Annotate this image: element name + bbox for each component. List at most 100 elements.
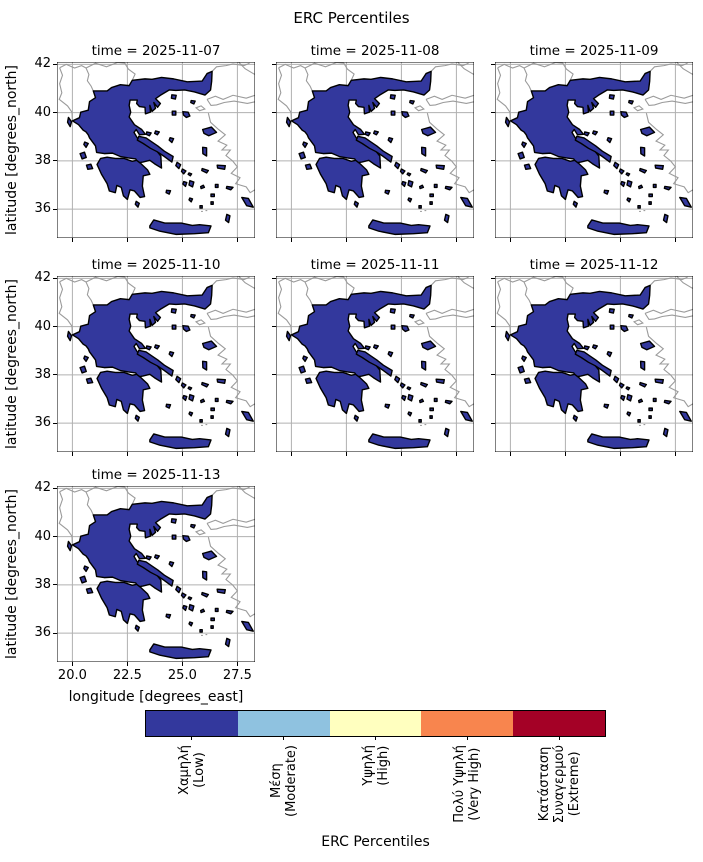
x-tick-mark xyxy=(126,452,128,456)
map-svg xyxy=(495,276,693,452)
y-tick-mark xyxy=(491,208,495,210)
colorbar-segment xyxy=(513,711,605,736)
greece-land-low xyxy=(68,71,254,234)
colorbar-category-label: Κατάσταση Συναγερμού (Extreme) xyxy=(536,745,582,824)
x-tick-mark xyxy=(290,452,292,456)
y-tick-mark xyxy=(491,160,495,162)
colorbar-label-wrap: Πολύ Υψηλή (Very High) xyxy=(422,745,512,837)
y-tick-mark xyxy=(53,422,57,424)
y-tick-mark xyxy=(53,63,57,65)
y-tick-mark xyxy=(53,112,57,114)
figure-title: ERC Percentiles xyxy=(293,9,410,27)
greece-land-low xyxy=(287,285,473,448)
y-tick-mark xyxy=(53,326,57,328)
x-tick-mark xyxy=(126,238,128,242)
map-svg xyxy=(57,62,255,238)
colorbar-category-label: Υψηλή (High) xyxy=(360,745,391,786)
colorbar-tick-mark xyxy=(191,736,193,740)
y-tick-mark xyxy=(491,112,495,114)
y-tick-mark xyxy=(53,536,57,538)
y-axis-label: latitude [degrees_north] xyxy=(4,489,20,659)
y-tick-mark xyxy=(53,374,57,376)
map-svg xyxy=(495,62,693,238)
x-tick-mark xyxy=(71,238,73,242)
colorbar-tick-mark xyxy=(558,736,560,740)
y-tick-label: 40 xyxy=(34,318,51,334)
greece-land-low xyxy=(68,285,254,448)
x-tick-label: 27.5 xyxy=(222,668,252,683)
colorbar-tick-mark xyxy=(375,736,376,740)
y-tick-mark xyxy=(491,277,495,279)
x-tick-mark xyxy=(400,238,402,242)
colorbar-segment xyxy=(237,711,330,736)
x-tick-mark xyxy=(509,238,511,242)
x-tick-mark xyxy=(619,452,621,456)
x-tick-mark xyxy=(509,452,511,456)
x-tick-mark xyxy=(181,238,183,242)
facet-panel: time = 2025-11-13 42 40 38 36 20.0 22.5 25.0 27.… xyxy=(34,466,255,688)
colorbar-label-wrap: Κατάσταση Συναγερμού (Extreme) xyxy=(514,745,604,837)
x-tick-mark xyxy=(181,662,183,666)
y-tick-mark xyxy=(272,326,276,328)
colorbar-category-label: Χαμηλή (Low) xyxy=(176,745,207,795)
y-tick-label: 42 xyxy=(34,56,51,72)
colorbar-segment xyxy=(421,711,514,736)
facet-panel: time = 2025-11-12 xyxy=(491,256,693,478)
map-svg xyxy=(276,62,474,238)
greece-land-low xyxy=(287,71,473,234)
y-axis-label: latitude [degrees_north] xyxy=(4,279,20,449)
y-tick-label: 38 xyxy=(34,366,51,382)
x-tick-mark xyxy=(455,452,457,456)
x-tick-mark xyxy=(236,238,238,242)
facet-title: time = 2025-11-07 xyxy=(91,43,221,59)
x-tick-mark xyxy=(236,452,238,456)
map-svg xyxy=(57,276,255,452)
y-tick-label: 36 xyxy=(34,415,51,431)
facet-title: time = 2025-11-13 xyxy=(91,467,221,483)
y-tick-mark xyxy=(272,63,276,65)
facet-panel: time = 2025-11-09 xyxy=(491,42,693,264)
colorbar-tick-mark xyxy=(466,736,468,740)
x-tick-mark xyxy=(564,452,566,456)
colorbar-axis-label: ERC Percentiles xyxy=(321,834,430,850)
y-tick-label: 36 xyxy=(34,201,51,217)
colorbar-category-label: Πολύ Υψηλή (Very High) xyxy=(452,745,483,823)
x-tick-label: 22.5 xyxy=(112,668,142,683)
colorbar-segment xyxy=(329,711,422,736)
facet-panel: time = 2025-11-07 42 40 38 36 xyxy=(34,42,255,264)
y-tick-mark xyxy=(53,277,57,279)
y-tick-label: 40 xyxy=(34,104,51,120)
x-tick-mark xyxy=(126,662,128,666)
x-tick-mark xyxy=(400,452,402,456)
facet-panel: time = 2025-11-11 xyxy=(272,256,474,478)
y-tick-label: 36 xyxy=(34,625,51,641)
x-axis-label: longitude [degrees_east] xyxy=(68,689,244,705)
y-axis-label: latitude [degrees_north] xyxy=(4,65,20,235)
y-tick-label: 38 xyxy=(34,576,51,592)
colorbar-segment xyxy=(146,711,238,736)
y-tick-mark xyxy=(272,374,276,376)
colorbar-label-wrap: Υψηλή (High) xyxy=(331,745,421,837)
colorbar-tick-mark xyxy=(283,736,285,740)
y-tick-mark xyxy=(272,277,276,279)
map-svg xyxy=(57,486,255,662)
map-svg xyxy=(276,276,474,452)
facet-panel: time = 2025-11-08 xyxy=(272,42,474,264)
colorbar-label-wrap: Μέση (Moderate) xyxy=(239,745,329,837)
x-tick-mark xyxy=(290,238,292,242)
x-tick-mark xyxy=(455,238,457,242)
y-tick-mark xyxy=(272,208,276,210)
facet-title: time = 2025-11-08 xyxy=(310,43,440,59)
x-tick-label: 25.0 xyxy=(167,668,197,683)
y-tick-mark xyxy=(272,422,276,424)
y-axis-label-wrap: latitude [degrees_north] xyxy=(4,486,22,662)
greece-land-low xyxy=(506,71,692,234)
y-tick-mark xyxy=(53,584,57,586)
y-tick-mark xyxy=(53,160,57,162)
x-tick-mark xyxy=(181,452,183,456)
greece-land-low xyxy=(506,285,692,448)
y-axis-label-wrap: latitude [degrees_north] xyxy=(4,62,22,238)
greece-land-low xyxy=(68,495,254,658)
y-tick-mark xyxy=(53,208,57,210)
facet-title: time = 2025-11-10 xyxy=(91,257,221,273)
